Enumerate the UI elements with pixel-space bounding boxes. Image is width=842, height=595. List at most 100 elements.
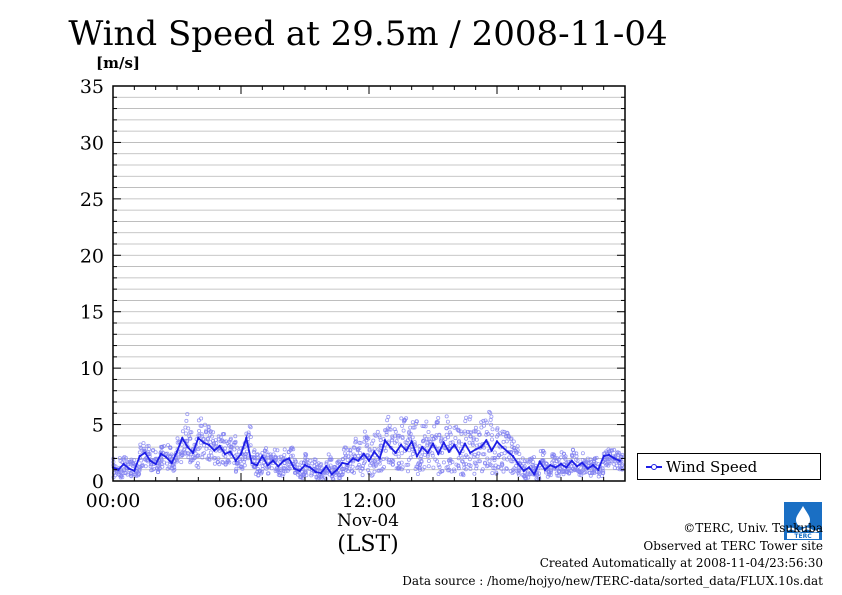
scatter-point xyxy=(407,431,412,436)
plot-frame xyxy=(112,85,626,482)
series-point xyxy=(191,451,195,454)
scatter-point xyxy=(360,466,365,471)
scatter-point xyxy=(564,469,569,474)
scatter-point xyxy=(576,469,581,474)
scatter-point xyxy=(377,435,382,440)
scatter-point xyxy=(426,464,431,469)
scatter-point xyxy=(266,458,271,463)
scatter-point xyxy=(601,469,606,474)
scatter-point xyxy=(281,466,286,471)
scatter-point xyxy=(437,465,442,470)
scatter-point xyxy=(351,452,356,457)
scatter-point xyxy=(384,432,389,437)
scatter-point xyxy=(437,432,442,437)
scatter-point xyxy=(490,471,495,476)
scatter-point xyxy=(345,457,350,462)
scatter-point xyxy=(419,454,424,459)
series-point xyxy=(527,466,531,469)
scatter-point xyxy=(216,456,221,461)
scatter-point xyxy=(362,439,367,444)
scatter-point xyxy=(211,441,216,446)
series-point xyxy=(442,441,445,444)
series-point xyxy=(570,459,573,462)
series-point xyxy=(287,457,291,460)
scatter-point xyxy=(209,453,214,458)
scatter-point xyxy=(570,447,575,452)
series-point xyxy=(277,465,280,468)
scatter-point xyxy=(234,452,239,457)
scatter-point xyxy=(165,443,170,448)
scatter-point xyxy=(495,426,500,431)
scatter-point xyxy=(487,459,492,464)
series-point xyxy=(138,455,141,458)
scatter-point xyxy=(425,454,430,459)
scatter-point xyxy=(370,472,375,477)
svg-text:TERC: TERC xyxy=(794,533,812,540)
scatter-point xyxy=(172,467,177,472)
series-point xyxy=(522,469,525,472)
scatter-point xyxy=(490,427,495,432)
scatter-point xyxy=(350,464,355,469)
scatter-point xyxy=(186,455,191,460)
scatter-point xyxy=(139,458,144,463)
scatter-point xyxy=(277,473,282,478)
scatter-point xyxy=(385,418,390,423)
scatter-point xyxy=(531,460,536,465)
scatter-point xyxy=(419,458,424,463)
scatter-point xyxy=(389,438,394,443)
scatter-point xyxy=(378,443,383,448)
scatter-point xyxy=(146,443,151,448)
series-point xyxy=(245,436,248,440)
credit-created: Created Automatically at 2008-11-04/23:5… xyxy=(539,556,823,570)
scatter-point xyxy=(550,460,555,465)
series-point xyxy=(549,464,552,467)
scatter-point xyxy=(187,436,192,441)
scatter-point xyxy=(317,474,322,479)
scatter-point xyxy=(436,463,441,468)
chart-axes xyxy=(112,85,626,482)
series-point xyxy=(298,469,301,472)
y-tick-label: 5 xyxy=(92,415,104,437)
scatter-point xyxy=(400,434,405,439)
scatter-point xyxy=(526,475,531,480)
x-axis-date-label: Nov-04 xyxy=(336,511,400,531)
series-point xyxy=(479,445,483,449)
scatter-point xyxy=(560,469,565,474)
scatter-point xyxy=(458,429,463,434)
scatter-point xyxy=(482,461,487,466)
scatter-point xyxy=(484,420,489,425)
scatter-point xyxy=(390,436,395,441)
scatter-point xyxy=(613,453,618,458)
series-point xyxy=(159,452,163,456)
scatter-point xyxy=(255,456,260,461)
series-point xyxy=(218,444,221,448)
scatter-point xyxy=(420,423,425,428)
scatter-point xyxy=(522,474,527,479)
scatter-point xyxy=(179,460,184,465)
series-point xyxy=(165,456,168,459)
scatter-point xyxy=(390,434,395,439)
scatter-point xyxy=(290,445,295,450)
scatter-point xyxy=(522,459,527,464)
scatter-point xyxy=(396,435,401,440)
scatter-point xyxy=(201,443,206,448)
series-point xyxy=(229,450,232,453)
y-tick-label: 30 xyxy=(80,132,104,154)
scatter-point xyxy=(372,469,377,474)
scatter-point xyxy=(287,462,292,467)
series-point xyxy=(330,473,333,476)
scatter-point xyxy=(275,448,280,453)
scatter-point xyxy=(581,465,586,470)
series-point xyxy=(517,462,520,466)
scatter-point xyxy=(439,437,444,442)
series-point xyxy=(175,450,179,453)
scatter-point xyxy=(399,460,404,465)
scatter-point xyxy=(607,461,612,466)
scatter-point xyxy=(463,431,468,436)
scatter-point xyxy=(323,475,328,480)
scatter-point xyxy=(517,468,522,473)
scatter-point xyxy=(399,467,404,472)
scatter-point xyxy=(459,442,464,447)
scatter-point xyxy=(415,471,420,476)
scatter-point xyxy=(386,414,391,419)
